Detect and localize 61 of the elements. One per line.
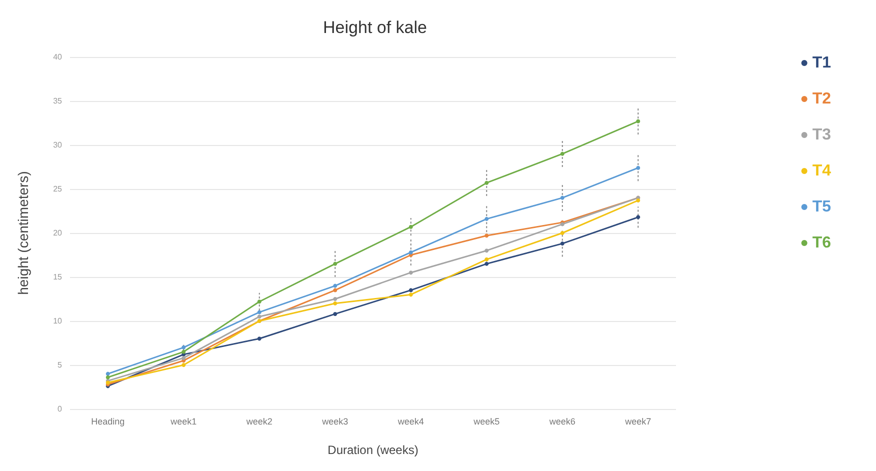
point xyxy=(408,224,413,229)
point xyxy=(636,198,640,202)
point xyxy=(408,288,413,292)
point xyxy=(636,166,640,170)
point xyxy=(333,284,338,288)
x-tick-label: Heading xyxy=(91,416,125,426)
point xyxy=(408,292,413,297)
x-tick-label: week2 xyxy=(245,416,272,426)
x-tick-label: week4 xyxy=(396,416,424,426)
point xyxy=(560,231,564,235)
point xyxy=(484,234,489,238)
y-tick-label: 20 xyxy=(53,228,63,238)
chart-title: Height of kale xyxy=(323,18,427,37)
point xyxy=(333,288,338,292)
y-tick-label: 0 xyxy=(58,404,63,414)
point xyxy=(636,215,640,220)
point xyxy=(182,356,186,360)
y-tick-label: 10 xyxy=(53,316,63,326)
point xyxy=(182,345,186,350)
point xyxy=(636,119,640,124)
point xyxy=(484,257,489,262)
legend-label: T6 xyxy=(812,234,832,252)
point xyxy=(560,152,564,156)
x-tick-label: week5 xyxy=(472,416,500,426)
point xyxy=(182,363,186,367)
legend-label: T1 xyxy=(812,54,832,72)
point xyxy=(333,312,338,316)
y-tick-label: 30 xyxy=(53,140,63,150)
point xyxy=(257,310,262,314)
legend-label: T5 xyxy=(812,198,832,216)
point xyxy=(484,180,489,185)
legend-label: T2 xyxy=(812,90,832,108)
y-tick-label: 5 xyxy=(58,360,63,370)
point xyxy=(408,270,413,275)
point xyxy=(333,301,338,306)
point xyxy=(484,262,489,266)
point xyxy=(333,297,338,301)
point xyxy=(560,242,564,246)
y-tick-label: 15 xyxy=(53,272,63,282)
point xyxy=(257,300,262,304)
point xyxy=(257,314,262,319)
x-tick-label: week1 xyxy=(170,416,197,426)
legend-label: T4 xyxy=(812,162,832,180)
point xyxy=(257,336,262,341)
x-tick-label: week7 xyxy=(624,416,652,426)
legend-label: T3 xyxy=(812,126,832,144)
point xyxy=(182,350,186,354)
y-tick-label: 25 xyxy=(53,184,63,194)
y-tick-label: 40 xyxy=(53,52,63,62)
x-axis-title: Duration (weeks) xyxy=(328,443,418,457)
point xyxy=(106,372,110,376)
point xyxy=(106,375,110,380)
point xyxy=(484,216,489,221)
point xyxy=(408,250,413,254)
x-tick-label: week3 xyxy=(321,416,348,426)
point xyxy=(560,196,564,200)
point xyxy=(333,262,338,266)
point xyxy=(484,248,489,253)
x-tick-label: week6 xyxy=(548,416,576,426)
y-tick-label: 35 xyxy=(53,96,63,106)
y-axis-title: height (centimeters) xyxy=(15,171,31,295)
